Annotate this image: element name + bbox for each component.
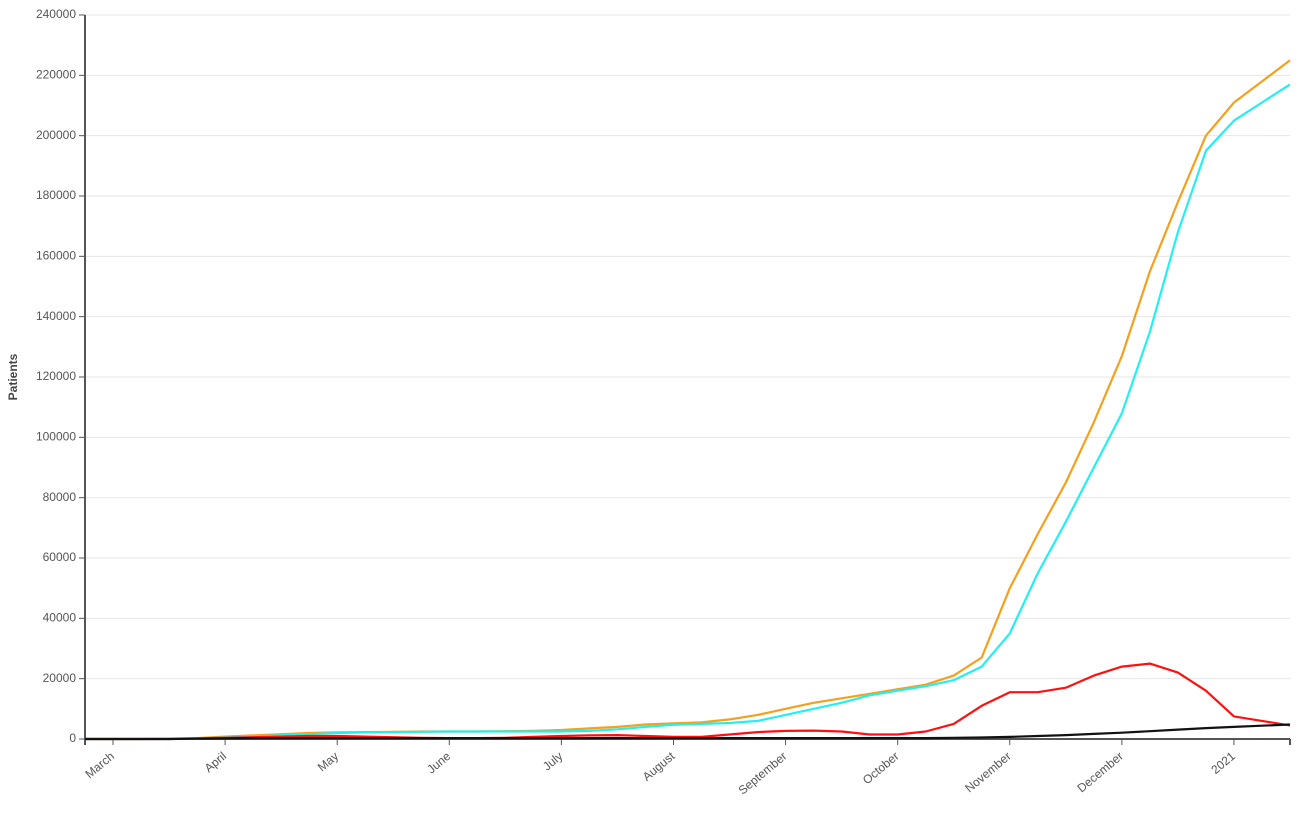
x-tick-label: March <box>82 749 117 781</box>
x-tick-label: November <box>962 749 1013 795</box>
x-tick-label: April <box>202 749 229 775</box>
series-line <box>85 723 1291 741</box>
y-tick-label: 60000 <box>43 550 77 564</box>
x-tick-label: July <box>540 749 565 773</box>
series-line <box>85 83 1291 741</box>
x-tick-label: December <box>1074 749 1125 795</box>
y-tick-label: 80000 <box>43 490 77 504</box>
y-tick-label: 180000 <box>36 188 76 202</box>
y-axis-label: Patients <box>6 353 20 400</box>
y-tick-label: 0 <box>69 731 76 745</box>
y-tick-label: 100000 <box>36 430 76 444</box>
y-tick-label: 20000 <box>43 671 77 685</box>
x-tick-label: May <box>315 749 341 774</box>
y-tick-label: 220000 <box>36 68 76 82</box>
y-tick-label: 140000 <box>36 309 76 323</box>
y-tick-label: 40000 <box>43 611 77 625</box>
x-tick-label: 2021 <box>1208 749 1238 777</box>
y-tick-label: 120000 <box>36 369 76 383</box>
series-line <box>85 662 1291 741</box>
x-tick-label: June <box>424 749 453 777</box>
y-tick-label: 240000 <box>36 7 76 21</box>
x-tick-label: October <box>860 749 902 787</box>
series-line <box>85 59 1291 741</box>
x-tick-label: September <box>736 749 790 797</box>
y-tick-label: 160000 <box>36 249 76 263</box>
y-tick-label: 200000 <box>36 128 76 142</box>
x-tick-label: August <box>640 749 678 784</box>
